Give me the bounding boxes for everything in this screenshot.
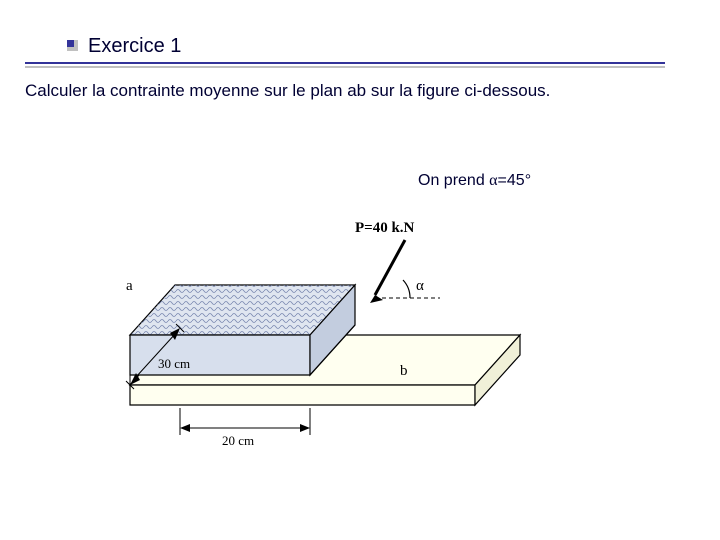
angle-label: α: [416, 278, 424, 294]
force-label: P=40 k.N: [355, 220, 415, 236]
dim20-label: 20 cm: [222, 433, 254, 448]
body-paragraph: Calculer la contrainte moyenne sur le pl…: [25, 80, 699, 103]
label-a: a: [126, 278, 133, 294]
dim20-arrow1: [180, 424, 190, 432]
figure-diagram: a b P=40 k.N α 30 cm 20 cm: [120, 210, 550, 455]
base-front-face: [130, 385, 475, 405]
block-front-face: [130, 335, 310, 375]
force-arrow-line: [375, 240, 405, 295]
title-bullet: [67, 40, 78, 51]
dim30-label: 30 cm: [158, 356, 190, 371]
force-arrow-head: [370, 295, 383, 303]
title-rule-bottom: [25, 66, 665, 68]
note-prefix: On prend: [418, 172, 489, 189]
note-alpha-symbol: α: [489, 172, 497, 189]
note-suffix: =45°: [498, 172, 532, 189]
note-alpha: On prend α=45°: [418, 172, 531, 190]
slide-title: Exercice 1: [88, 35, 181, 58]
title-rule-top: [25, 62, 665, 64]
label-b: b: [400, 363, 408, 379]
angle-arc: [403, 280, 410, 298]
dim20-arrow2: [300, 424, 310, 432]
